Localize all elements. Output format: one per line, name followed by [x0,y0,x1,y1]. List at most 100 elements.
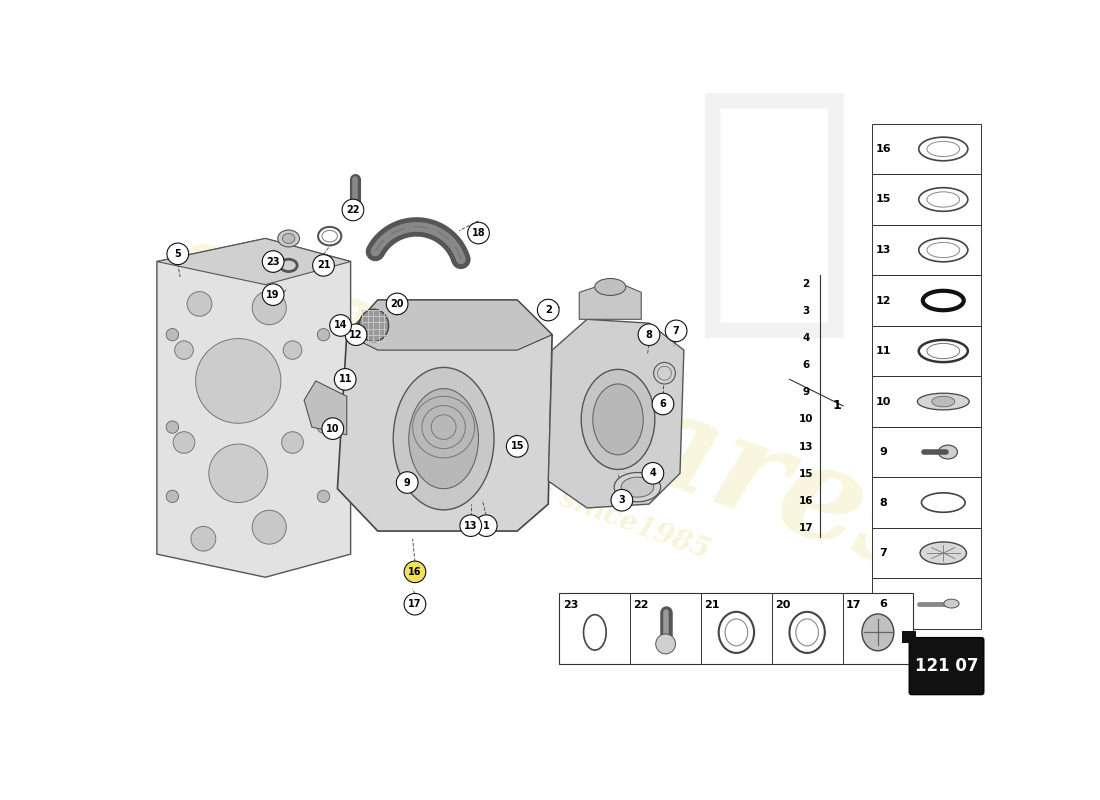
Bar [872,478,981,528]
Circle shape [262,250,284,272]
Circle shape [468,222,490,244]
Circle shape [666,320,688,342]
Circle shape [317,490,330,502]
Circle shape [282,432,304,454]
Text: 6: 6 [802,360,810,370]
Circle shape [187,291,212,316]
Ellipse shape [944,599,959,608]
Circle shape [283,341,301,359]
Circle shape [652,394,674,414]
Bar [872,426,981,478]
Circle shape [610,490,632,511]
Circle shape [166,490,178,502]
Text: 11: 11 [339,374,352,384]
Text: 20: 20 [774,601,790,610]
Text: 21: 21 [704,601,719,610]
Text: 2: 2 [802,279,810,289]
Text: 17: 17 [408,599,421,610]
Ellipse shape [581,370,654,470]
Circle shape [404,594,426,615]
Text: 🐂: 🐂 [690,77,856,346]
Circle shape [342,199,364,221]
Text: 22: 22 [634,601,649,610]
Ellipse shape [917,394,969,410]
Ellipse shape [394,367,494,510]
Circle shape [166,421,178,434]
Ellipse shape [593,384,644,455]
Bar [872,578,981,629]
Polygon shape [548,319,684,508]
Text: 7: 7 [673,326,680,336]
Circle shape [653,362,675,384]
Text: a passion for parts since1985: a passion for parts since1985 [274,382,714,564]
Text: 3: 3 [802,306,810,316]
Text: 13: 13 [464,521,477,530]
Circle shape [175,341,194,359]
Circle shape [209,444,267,502]
Text: 1: 1 [483,521,490,530]
Ellipse shape [283,234,295,243]
Circle shape [322,418,343,439]
Bar [872,275,981,326]
Text: 12: 12 [350,330,363,340]
Ellipse shape [409,389,478,489]
Text: 121 07: 121 07 [915,657,978,675]
Bar [872,528,981,578]
Text: 5: 5 [175,249,182,259]
Circle shape [404,561,426,582]
Text: 4: 4 [802,333,810,343]
FancyBboxPatch shape [910,638,983,694]
Text: 22: 22 [346,205,360,215]
Ellipse shape [614,473,661,502]
Circle shape [317,421,330,434]
Text: 18: 18 [472,228,485,238]
Circle shape [252,291,286,325]
Bar [872,376,981,426]
Text: eurospares: eurospares [142,203,955,605]
Ellipse shape [359,310,388,342]
Bar [872,326,981,376]
Text: 16: 16 [876,144,891,154]
Text: 8: 8 [879,498,887,507]
Circle shape [638,324,660,346]
Circle shape [173,432,195,454]
Text: 23: 23 [563,601,578,610]
Circle shape [330,314,351,336]
Ellipse shape [346,209,362,218]
Bar [872,124,981,174]
Ellipse shape [932,396,955,407]
Text: 15: 15 [876,194,891,205]
Text: 16: 16 [408,567,421,577]
Ellipse shape [938,445,957,459]
Ellipse shape [862,614,894,651]
Circle shape [196,338,280,423]
Text: 4: 4 [649,468,657,478]
Circle shape [312,254,334,276]
Text: 9: 9 [802,387,810,398]
Text: 12: 12 [876,295,891,306]
Text: 17: 17 [799,523,813,533]
Text: 8: 8 [646,330,652,340]
Text: 10: 10 [799,414,813,424]
Circle shape [642,462,663,484]
Circle shape [262,284,284,306]
Circle shape [334,369,356,390]
Circle shape [396,472,418,494]
Polygon shape [580,281,641,319]
Bar [872,225,981,275]
Text: 21: 21 [317,261,330,270]
Text: 6: 6 [660,399,667,409]
Polygon shape [157,238,351,578]
Polygon shape [338,300,552,531]
Text: 17: 17 [846,601,861,610]
Text: 13: 13 [799,442,813,451]
Circle shape [166,329,178,341]
Text: 6: 6 [879,598,887,609]
Text: 11: 11 [876,346,891,356]
Circle shape [252,510,286,544]
Text: 23: 23 [266,257,279,266]
Ellipse shape [278,230,299,247]
Text: 10: 10 [876,397,891,406]
Text: 9: 9 [404,478,410,487]
Text: 3: 3 [618,495,625,506]
